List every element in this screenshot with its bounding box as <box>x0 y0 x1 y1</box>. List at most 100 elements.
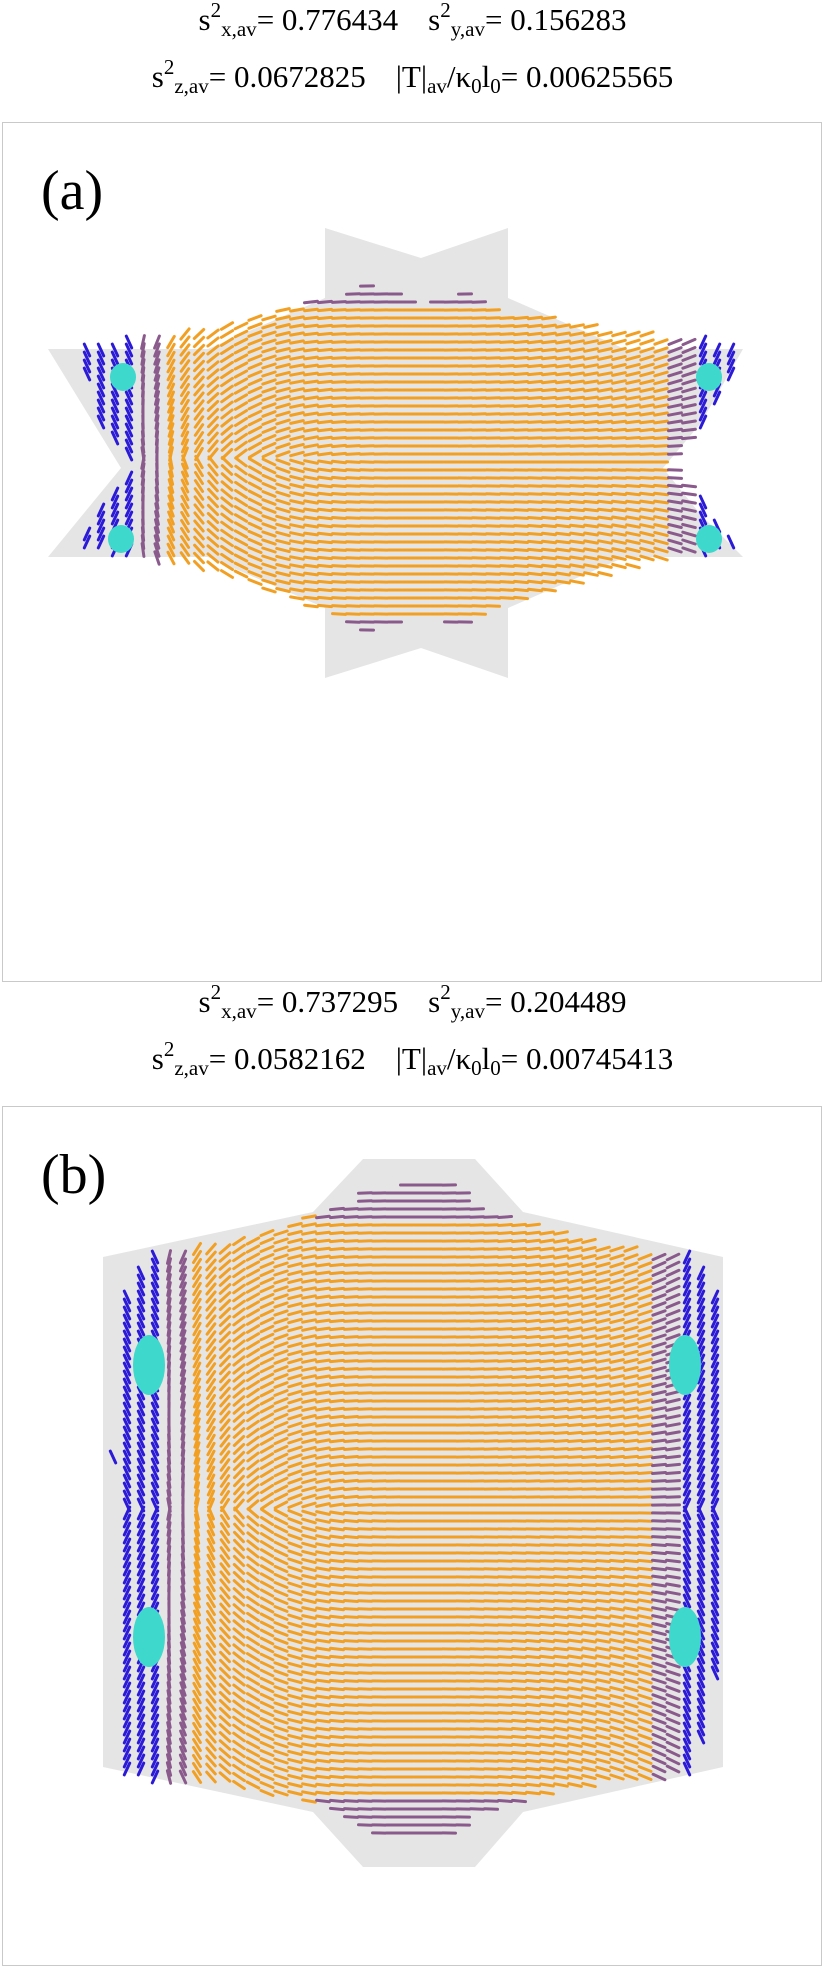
director-rod <box>233 505 249 515</box>
director-rod <box>122 1385 132 1401</box>
director-rod <box>513 339 529 345</box>
director-rod <box>511 1591 527 1595</box>
director-rod <box>136 1289 146 1305</box>
director-rod <box>527 315 543 321</box>
director-rod <box>682 1593 692 1609</box>
director-rod <box>639 436 655 440</box>
director-rod <box>611 330 627 338</box>
director-rod <box>245 1748 261 1758</box>
director-rod <box>273 1444 289 1454</box>
director-rod <box>259 1380 275 1390</box>
director-rod <box>511 1718 527 1724</box>
director-rod <box>343 1663 359 1667</box>
director-rod <box>153 382 161 398</box>
director-rod <box>273 1389 289 1397</box>
director-rod <box>343 1647 359 1651</box>
director-rod <box>301 1798 317 1804</box>
director-rod <box>483 1695 499 1699</box>
director-rod <box>179 1697 187 1713</box>
director-rod <box>696 1377 706 1393</box>
director-rod <box>609 1765 625 1773</box>
director-rod <box>150 1665 160 1681</box>
director-rod <box>539 1342 555 1348</box>
director-rod <box>317 491 333 497</box>
director-rod <box>194 439 204 453</box>
director-rod <box>179 1321 187 1337</box>
director-rod <box>511 1351 527 1355</box>
panel-label-b: (b) <box>41 1144 107 1206</box>
director-rod <box>166 1249 172 1265</box>
director-rod <box>541 563 557 569</box>
director-rod <box>301 1549 317 1557</box>
director-rod <box>315 1798 331 1804</box>
director-rod <box>331 372 347 376</box>
director-rod <box>206 1602 216 1616</box>
director-rod <box>653 362 669 370</box>
director-rod <box>710 1545 720 1561</box>
director-rod <box>539 1238 555 1244</box>
director-rod <box>150 1257 160 1273</box>
director-rod <box>232 1554 246 1568</box>
director-rod <box>303 419 319 425</box>
director-rod <box>287 1381 303 1389</box>
director-rod <box>710 1529 720 1545</box>
director-rod <box>665 1252 681 1262</box>
director-rod <box>110 414 120 430</box>
director-rod <box>555 515 571 521</box>
director-rod <box>122 1617 132 1633</box>
director-rod <box>329 1334 345 1340</box>
director-rod <box>651 1669 667 1677</box>
director-rod <box>539 1622 555 1628</box>
director-rod <box>301 1310 317 1316</box>
director-rod <box>287 1645 303 1653</box>
director-rod <box>595 1422 611 1428</box>
director-rod <box>122 1537 132 1553</box>
director-rod <box>234 472 248 484</box>
director-rod <box>192 1657 202 1673</box>
director-rod <box>497 1263 513 1267</box>
director-rod <box>273 1789 289 1797</box>
director-rod <box>357 1423 373 1427</box>
director-rod <box>485 396 501 400</box>
director-rod <box>289 403 305 409</box>
director-rod <box>553 1302 569 1308</box>
director-rod <box>637 1598 653 1604</box>
director-rod <box>611 436 627 440</box>
director-rod <box>331 316 347 320</box>
director-rod <box>625 554 641 562</box>
director-rod <box>315 1678 331 1684</box>
director-rod <box>581 1406 597 1412</box>
director-rod <box>553 1782 569 1788</box>
director-rod <box>124 446 134 462</box>
director-rod <box>343 1799 359 1803</box>
director-rod <box>317 371 333 377</box>
director-rod <box>192 1689 202 1705</box>
director-rod <box>259 1284 275 1294</box>
director-rod <box>499 524 515 528</box>
director-rod <box>696 1321 706 1337</box>
director-rod <box>539 1646 555 1652</box>
director-rod <box>595 1406 611 1412</box>
director-rod <box>651 1406 667 1412</box>
stat-sy2-b: s2y,av= 0.204489 <box>428 979 627 1023</box>
director-rod <box>193 1593 201 1609</box>
director-rod <box>665 1574 681 1580</box>
director-rod <box>553 1294 569 1300</box>
director-rod <box>483 1223 499 1227</box>
director-rod <box>483 1247 499 1251</box>
director-rod <box>595 1630 611 1636</box>
director-rod <box>343 1703 359 1707</box>
director-rod <box>595 1757 611 1765</box>
director-rod <box>541 531 557 537</box>
director-rod <box>303 587 319 593</box>
director-rod <box>511 1710 527 1716</box>
director-rod <box>247 354 263 362</box>
director-rod <box>539 1318 555 1324</box>
director-rod <box>124 510 134 526</box>
director-rod <box>637 1733 653 1741</box>
director-rod <box>539 1415 555 1419</box>
director-rod <box>497 1303 513 1307</box>
director-rod <box>611 411 627 417</box>
director-rod <box>122 1377 132 1393</box>
director-rod <box>206 1481 216 1497</box>
